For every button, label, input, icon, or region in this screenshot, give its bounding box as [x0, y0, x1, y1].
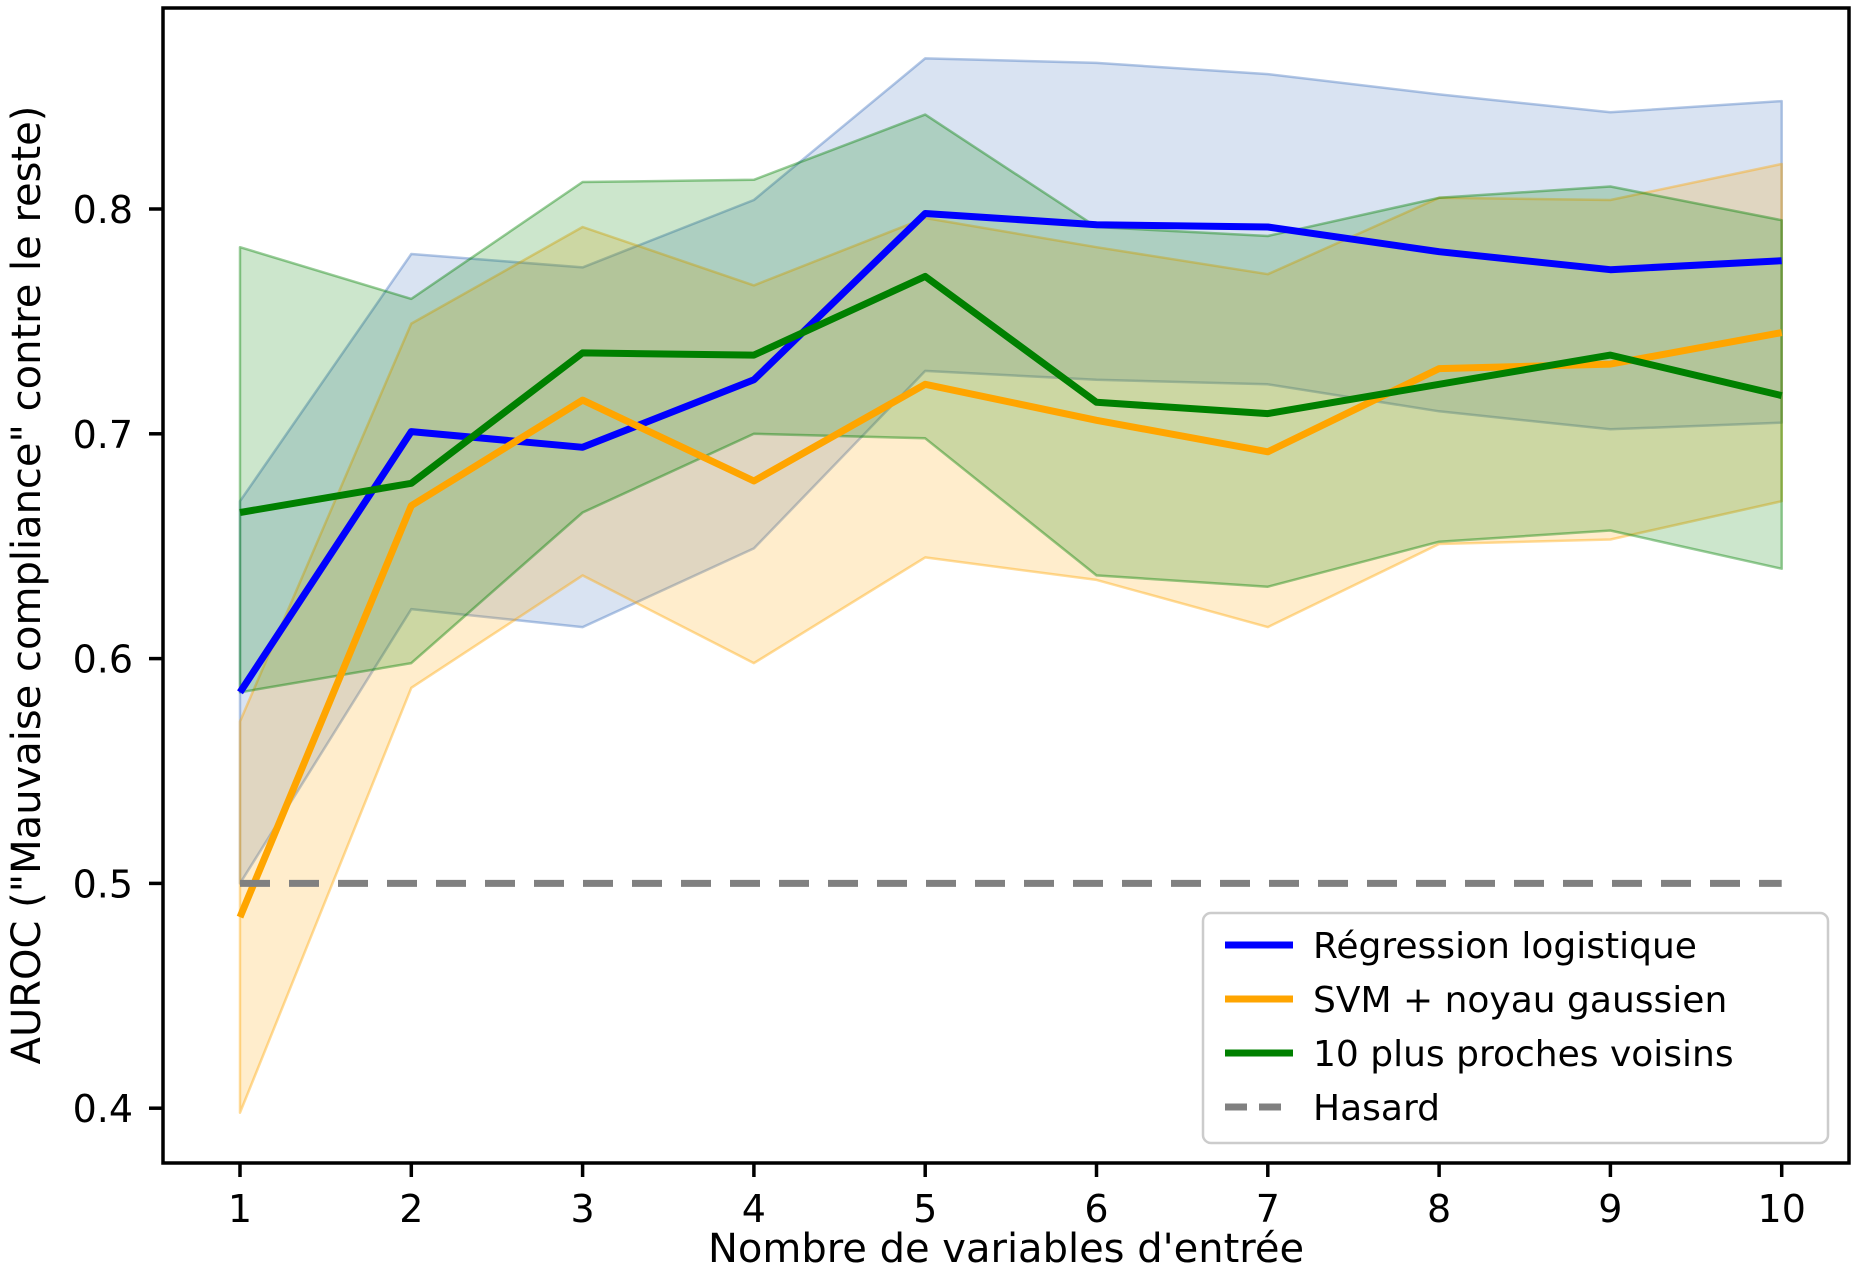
series-line-10-plus-proches-voisins [239, 272, 1783, 516]
x-tick-label: 10 [1758, 1187, 1806, 1231]
y-tick-label: 0.5 [73, 862, 133, 906]
legend-label-svm-noyau-gaussien: SVM + noyau gaussien [1313, 980, 1727, 1021]
legend: Régression logistique SVM + noyau gaussie… [1201, 911, 1830, 1145]
band-svm-noyau-gaussien [238, 162, 1783, 1114]
x-tick-label: 6 [1084, 1187, 1108, 1231]
y-tick-label: 0.6 [73, 638, 133, 682]
x-tick-label: 5 [913, 1187, 937, 1231]
legend-label-regression-logistique: Régression logistique [1313, 926, 1697, 967]
y-axis-label: AUROC ("Mauvaise compliance" contre le r… [4, 106, 50, 1065]
y-tick-label: 0.4 [73, 1087, 133, 1131]
legend-label-hasard: Hasard [1313, 1088, 1440, 1129]
x-tick-label: 7 [1256, 1187, 1280, 1231]
legend-box [1201, 911, 1830, 1145]
series-lines [236, 210, 1783, 919]
tick-labels: 1 2 3 4 5 6 7 8 9 10 0.4 0.5 0.6 0.7 0.8 [73, 188, 1806, 1231]
series-line-regression-logistique [237, 210, 1782, 695]
x-tick-label: 8 [1427, 1187, 1451, 1231]
x-tick-label: 4 [742, 1187, 766, 1231]
legend-label-10-plus-proches-voisins: 10 plus proches voisins [1313, 1034, 1734, 1075]
x-tick-label: 3 [571, 1187, 595, 1231]
axes [149, 6, 1851, 1177]
x-tick-label: 2 [399, 1187, 423, 1231]
plot-border [161, 6, 1851, 1165]
band-regression-logistique [238, 57, 1783, 885]
x-tick-label: 1 [228, 1187, 252, 1231]
y-tick-label: 0.8 [73, 188, 133, 232]
y-tick-label: 0.7 [73, 413, 133, 457]
x-axis-label: Nombre de variables d'entrée [708, 1226, 1304, 1272]
x-tick-label: 9 [1598, 1187, 1622, 1231]
